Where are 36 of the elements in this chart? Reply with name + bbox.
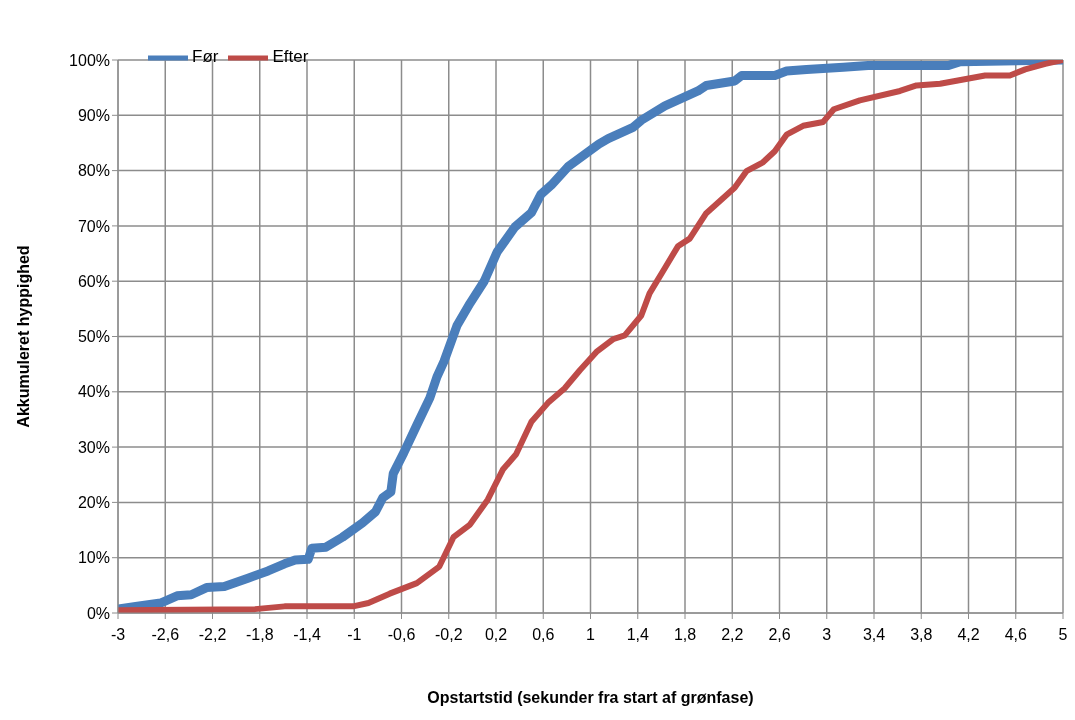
- x-tick-label: -0,6: [387, 626, 416, 644]
- y-tick-label: 30%: [77, 438, 110, 456]
- y-tick-label: 50%: [77, 328, 110, 346]
- x-tick-label: 1,4: [626, 626, 649, 644]
- x-tick-label: -1,8: [245, 626, 274, 644]
- y-tick-label: 20%: [77, 494, 110, 512]
- x-tick-label: 3: [822, 626, 832, 644]
- y-tick-label: 100%: [69, 51, 110, 69]
- x-tick-label: 4,6: [1004, 626, 1027, 644]
- x-tick-label: 2,6: [768, 626, 791, 644]
- y-tick-label: 80%: [77, 162, 110, 180]
- x-tick-label: 3,4: [862, 626, 886, 644]
- y-tick-label: 10%: [77, 549, 110, 567]
- y-tick-label: 0%: [86, 604, 110, 622]
- legend-label: Efter: [272, 47, 309, 67]
- x-tick-label: -2,6: [151, 626, 180, 644]
- x-tick-label: 5: [1058, 626, 1068, 644]
- x-tick-label: 1,8: [673, 626, 697, 644]
- y-tick-label: 70%: [77, 217, 110, 235]
- x-tick-label: 4,2: [957, 626, 980, 644]
- x-tick-label: 3,8: [910, 626, 933, 644]
- x-tick-label: 0,6: [532, 626, 555, 644]
- x-tick-label: 0,2: [484, 626, 508, 644]
- x-tick-label: 2,2: [721, 626, 744, 644]
- x-tick-label: -1,4: [293, 626, 321, 644]
- y-tick-label: 40%: [77, 383, 110, 401]
- x-tick-label: -3: [110, 626, 126, 644]
- x-tick-label: -1: [347, 626, 362, 644]
- y-axis-title: Akkumuleret hyppighed: [14, 245, 32, 428]
- x-tick-label: -0,2: [434, 626, 463, 644]
- y-tick-label: 90%: [77, 106, 110, 124]
- x-axis-title: Opstartstid (sekunder fra start af grønfase): [427, 689, 754, 706]
- x-tick-label: 1: [586, 626, 596, 644]
- x-tick-label: -2,2: [198, 626, 227, 644]
- y-tick-label: 60%: [77, 272, 110, 290]
- legend-label: Før: [192, 47, 219, 67]
